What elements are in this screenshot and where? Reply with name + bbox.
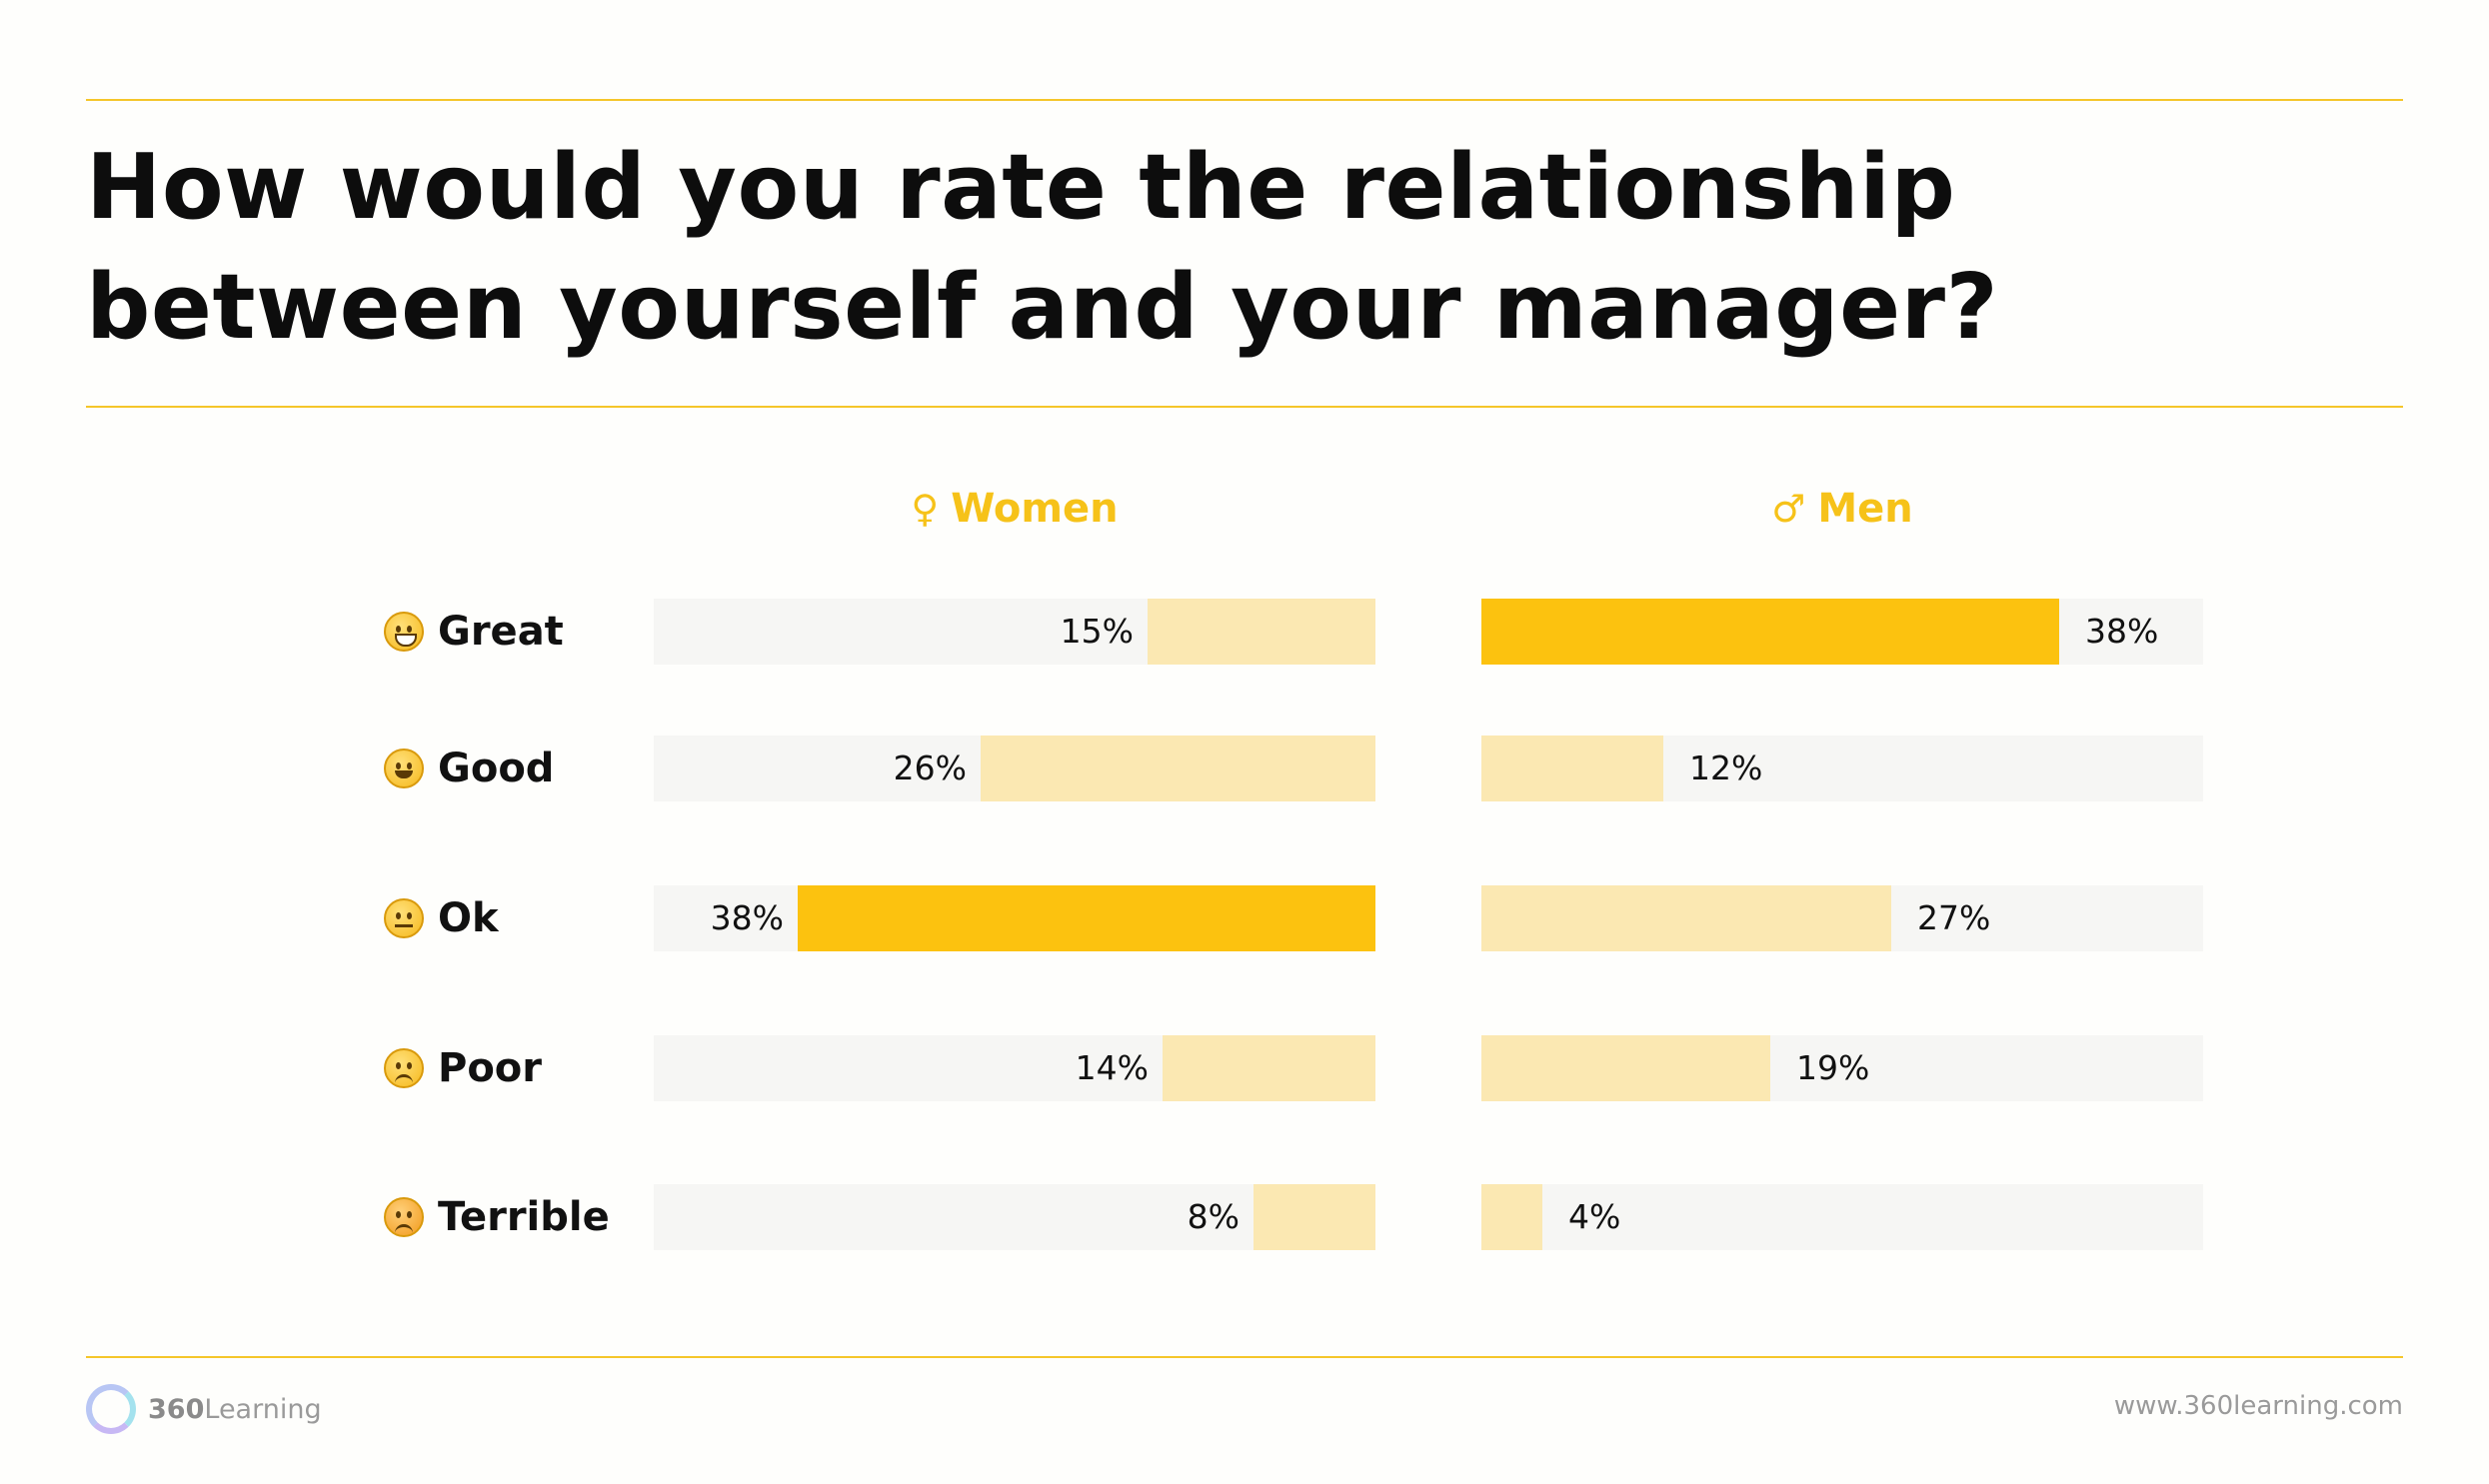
value-label: 12% <box>1689 748 1763 787</box>
category-label-poor: Poor <box>384 1035 542 1101</box>
category-label-terrible: Terrible <box>384 1184 610 1250</box>
bar-men-great <box>1481 599 2059 665</box>
column-header-label: Women <box>951 486 1119 532</box>
bar-men-terrible <box>1481 1184 1542 1250</box>
value-label: 19% <box>1796 1048 1870 1087</box>
bar-men-ok <box>1481 885 1891 951</box>
emoji-mouth <box>395 634 417 647</box>
bar-track: 14% <box>654 1035 1375 1101</box>
title-rule <box>86 406 2403 408</box>
value-label: 27% <box>1917 898 1991 937</box>
emoji-mouth <box>395 1074 413 1084</box>
value-label: 8% <box>1187 1197 1240 1236</box>
bar-men-poor <box>1481 1035 1770 1101</box>
category-label-text: Great <box>438 609 564 655</box>
bar-men-good <box>1481 736 1663 801</box>
value-label: 38% <box>710 898 784 937</box>
angry-face-icon <box>384 1197 424 1237</box>
logo-ring-icon <box>86 1384 136 1434</box>
value-label: 38% <box>2085 612 2159 651</box>
bar-women-good <box>981 736 1375 801</box>
bar-track: 15% <box>654 599 1375 665</box>
bar-track: 27% <box>1481 885 2203 951</box>
chart-title: How would you rate the relationship betw… <box>86 135 1999 360</box>
emoji-mouth <box>395 770 413 778</box>
emoji-mouth <box>395 1224 413 1233</box>
website-url[interactable]: www.360learning.com <box>2113 1391 2403 1421</box>
women-symbol-icon: ♀ <box>911 487 940 531</box>
value-label: 26% <box>893 748 967 787</box>
category-label-great: Great <box>384 599 564 665</box>
category-label-text: Ok <box>438 895 499 941</box>
logo-word: Learning <box>204 1393 322 1425</box>
category-label-text: Terrible <box>438 1194 610 1240</box>
column-header-label: Men <box>1817 486 1913 532</box>
value-label: 14% <box>1075 1048 1149 1087</box>
logo-number: 360 <box>148 1393 205 1425</box>
brand-logo[interactable]: 360Learning <box>86 1384 322 1434</box>
category-label-text: Good <box>438 745 555 791</box>
bar-women-ok <box>798 885 1375 951</box>
bar-track: 38% <box>654 885 1375 951</box>
bar-track: 8% <box>654 1184 1375 1250</box>
bar-track: 4% <box>1481 1184 2203 1250</box>
footer-rule <box>86 1356 2403 1358</box>
emoji-mouth <box>395 924 413 927</box>
category-label-good: Good <box>384 736 554 801</box>
top-rule <box>86 99 2403 101</box>
bar-track: 12% <box>1481 736 2203 801</box>
grinning-face-icon <box>384 612 424 652</box>
column-header-women: ♀ Women <box>654 478 1375 540</box>
bar-women-terrible <box>1253 1184 1375 1250</box>
frowning-face-icon <box>384 1048 424 1088</box>
value-label: 4% <box>1568 1197 1621 1236</box>
column-header-men: ♂ Men <box>1481 478 2203 540</box>
value-label: 15% <box>1060 612 1134 651</box>
category-label-ok: Ok <box>384 885 499 951</box>
bar-track: 38% <box>1481 599 2203 665</box>
smiling-face-icon <box>384 748 424 788</box>
neutral-face-icon <box>384 898 424 938</box>
bar-women-great <box>1148 599 1375 665</box>
category-label-text: Poor <box>438 1045 543 1091</box>
bar-track: 26% <box>654 736 1375 801</box>
bar-women-poor <box>1163 1035 1375 1101</box>
bar-track: 19% <box>1481 1035 2203 1101</box>
men-symbol-icon: ♂ <box>1771 487 1806 531</box>
